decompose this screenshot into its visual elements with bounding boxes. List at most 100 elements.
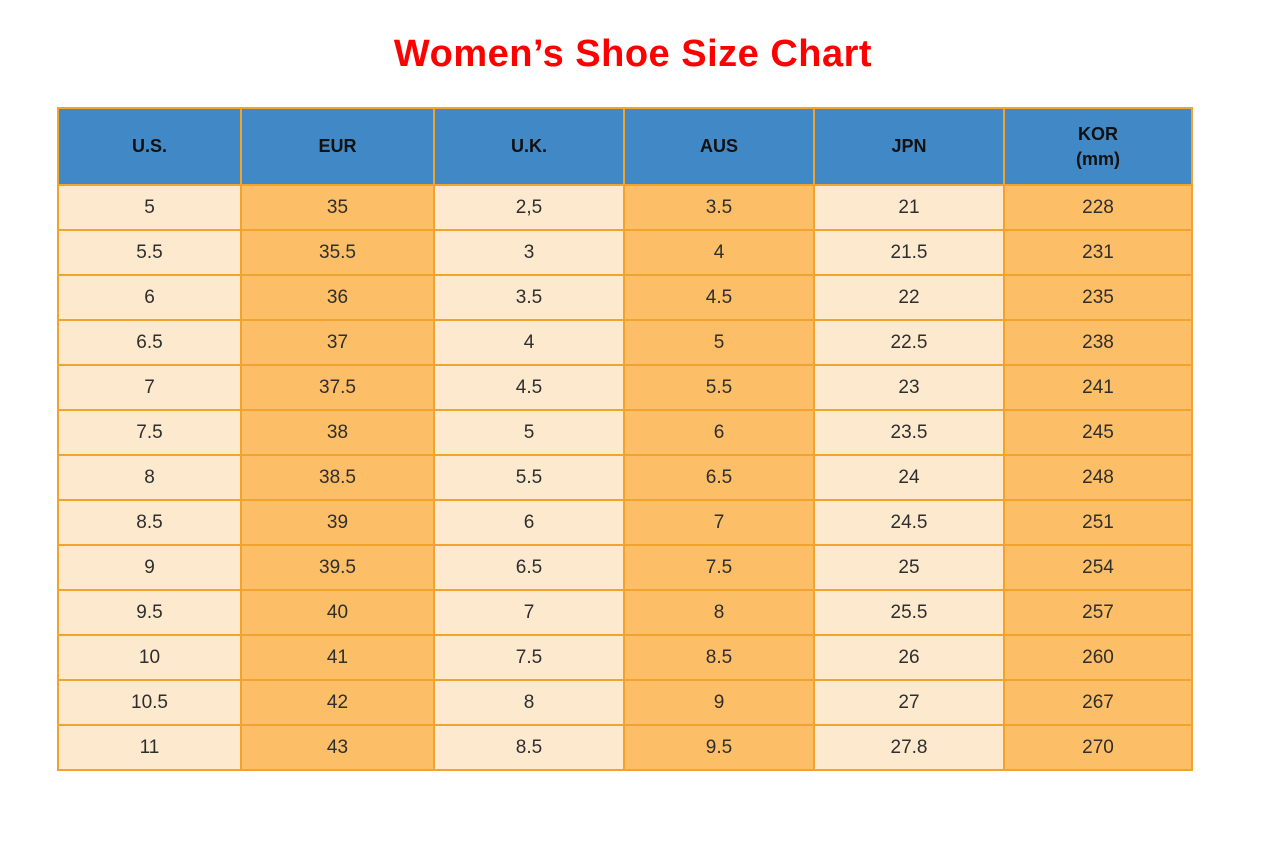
table-cell: 35.5 xyxy=(240,229,435,276)
table-cell: 8 xyxy=(623,589,815,636)
table-cell: 6.5 xyxy=(57,319,242,366)
table-cell: 241 xyxy=(1003,364,1193,411)
size-table-container: U.S. EUR U.K. AUS JPN KOR xyxy=(57,107,1193,771)
table-cell: 36 xyxy=(240,274,435,321)
header-label: AUS xyxy=(699,136,738,156)
header-label: U.K. xyxy=(511,136,547,156)
table-cell: 35 xyxy=(240,184,435,231)
table-cell: 11 xyxy=(57,724,242,771)
table-cell: 235 xyxy=(1003,274,1193,321)
header-label: KOR xyxy=(1078,123,1118,144)
table-cell: 267 xyxy=(1003,679,1193,726)
table-cell: 7.5 xyxy=(433,634,625,681)
table-row: 6 36 3.5 4.5 22 235 xyxy=(57,274,1193,321)
table-cell: 6 xyxy=(433,499,625,546)
shoe-size-table: U.S. EUR U.K. AUS JPN KOR xyxy=(57,107,1193,771)
table-cell: 8.5 xyxy=(623,634,815,681)
table-cell: 7 xyxy=(623,499,815,546)
table-cell: 25.5 xyxy=(813,589,1005,636)
table-cell: 38.5 xyxy=(240,454,435,501)
table-cell: 39.5 xyxy=(240,544,435,591)
table-cell: 9 xyxy=(57,544,242,591)
table-cell: 21 xyxy=(813,184,1005,231)
table-row: 7 37.5 4.5 5.5 23 241 xyxy=(57,364,1193,411)
table-cell: 8 xyxy=(433,679,625,726)
table-cell: 37 xyxy=(240,319,435,366)
table-cell: 9.5 xyxy=(57,589,242,636)
table-cell: 8 xyxy=(57,454,242,501)
table-row: 10.5 42 8 9 27 267 xyxy=(57,679,1193,726)
table-cell: 4.5 xyxy=(433,364,625,411)
header-sublabel: (mm) xyxy=(1076,148,1120,169)
table-cell: 270 xyxy=(1003,724,1193,771)
header-label: JPN xyxy=(891,136,927,156)
table-cell: 8.5 xyxy=(433,724,625,771)
table-cell: 5 xyxy=(623,319,815,366)
table-cell: 5.5 xyxy=(433,454,625,501)
table-cell: 26 xyxy=(813,634,1005,681)
table-cell: 2,5 xyxy=(433,184,625,231)
header-label: EUR xyxy=(318,136,357,156)
table-cell: 7.5 xyxy=(57,409,242,456)
table-cell: 7.5 xyxy=(623,544,815,591)
page-title: Women’s Shoe Size Chart xyxy=(393,33,873,75)
table-cell: 38 xyxy=(240,409,435,456)
table-row: 9.5 40 7 8 25.5 257 xyxy=(57,589,1193,636)
table-cell: 7 xyxy=(433,589,625,636)
table-cell: 8.5 xyxy=(57,499,242,546)
table-cell: 5.5 xyxy=(623,364,815,411)
table-cell: 5.5 xyxy=(57,229,242,276)
header-cell-jpn: JPN xyxy=(813,107,1005,186)
table-cell: 27 xyxy=(813,679,1005,726)
table-cell: 260 xyxy=(1003,634,1193,681)
table-cell: 3.5 xyxy=(433,274,625,321)
table-cell: 5 xyxy=(57,184,242,231)
table-cell: 10.5 xyxy=(57,679,242,726)
table-cell: 3 xyxy=(433,229,625,276)
table-cell: 24 xyxy=(813,454,1005,501)
table-cell: 7 xyxy=(57,364,242,411)
table-cell: 257 xyxy=(1003,589,1193,636)
table-cell: 10 xyxy=(57,634,242,681)
header-cell-aus: AUS xyxy=(623,107,815,186)
header-cell-kor: KOR (mm) xyxy=(1003,107,1193,186)
table-cell: 40 xyxy=(240,589,435,636)
table-row: 5.5 35.5 3 4 21.5 231 xyxy=(57,229,1193,276)
table-row: 6.5 37 4 5 22.5 238 xyxy=(57,319,1193,366)
table-cell: 5 xyxy=(433,409,625,456)
table-cell: 248 xyxy=(1003,454,1193,501)
header-cell-us: U.S. xyxy=(57,107,242,186)
table-cell: 23 xyxy=(813,364,1005,411)
table-cell: 4.5 xyxy=(623,274,815,321)
table-cell: 228 xyxy=(1003,184,1193,231)
table-row: 8.5 39 6 7 24.5 251 xyxy=(57,499,1193,546)
table-cell: 9 xyxy=(623,679,815,726)
table-cell: 3.5 xyxy=(623,184,815,231)
header-cell-eur: EUR xyxy=(240,107,435,186)
table-cell: 6 xyxy=(623,409,815,456)
table-cell: 6 xyxy=(57,274,242,321)
table-cell: 25 xyxy=(813,544,1005,591)
table-cell: 9.5 xyxy=(623,724,815,771)
table-row: 7.5 38 5 6 23.5 245 xyxy=(57,409,1193,456)
table-cell: 254 xyxy=(1003,544,1193,591)
table-cell: 251 xyxy=(1003,499,1193,546)
table-body: 5 35 2,5 3.5 21 228 5.5 35.5 3 4 21.5 231 6 36 3.5 4.5 2… xyxy=(57,184,1193,771)
table-cell: 231 xyxy=(1003,229,1193,276)
header-cell-uk: U.K. xyxy=(433,107,625,186)
table-cell: 43 xyxy=(240,724,435,771)
table-cell: 6.5 xyxy=(433,544,625,591)
table-cell: 238 xyxy=(1003,319,1193,366)
table-cell: 245 xyxy=(1003,409,1193,456)
table-row: 8 38.5 5.5 6.5 24 248 xyxy=(57,454,1193,501)
header-label: U.S. xyxy=(131,136,167,156)
table-cell: 22 xyxy=(813,274,1005,321)
table-header-row: U.S. EUR U.K. AUS JPN KOR xyxy=(57,107,1193,186)
table-cell: 27.8 xyxy=(813,724,1005,771)
table-cell: 37.5 xyxy=(240,364,435,411)
table-cell: 22.5 xyxy=(813,319,1005,366)
table-cell: 24.5 xyxy=(813,499,1005,546)
table-row: 11 43 8.5 9.5 27.8 270 xyxy=(57,724,1193,771)
table-row: 10 41 7.5 8.5 26 260 xyxy=(57,634,1193,681)
